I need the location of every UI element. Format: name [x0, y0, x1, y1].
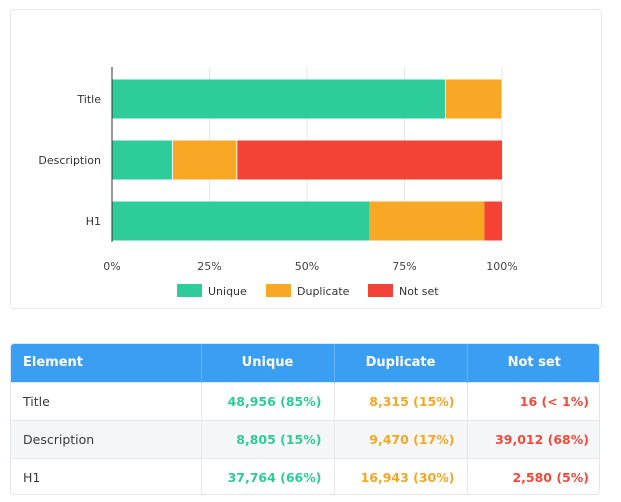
cell-not-set: 2,580 (5%) [512, 469, 589, 485]
header-not-set: Not set [507, 355, 561, 371]
cell-duplicate: 8,315 (15%) [334, 382, 468, 420]
cell-element: H1 [11, 458, 202, 494]
table-row: Description 8,805 (15%) 9,470 (17%) 39,0… [11, 420, 599, 458]
x-tick-label: 50% [295, 260, 319, 273]
x-tick-label: 0% [103, 260, 120, 273]
legend-label-not-set: Not set [399, 285, 439, 298]
bar-duplicate [445, 79, 502, 119]
cell-not-set: 39,012 (68%) [495, 431, 589, 447]
table-row: H1 37,764 (66%) 16,943 (30%) 2,580 (5%) [11, 458, 599, 494]
stacked-bar-chart: 0% 25% 50% 75% 100% Title Description H1 Unique D… [38, 67, 518, 298]
y-category-label: Title [76, 93, 101, 106]
bar-duplicate [172, 140, 237, 180]
bar-not-set [484, 201, 502, 241]
x-tick-label: 25% [197, 260, 221, 273]
legend-swatch-duplicate [266, 284, 291, 297]
cell-unique: 8,805 (15%) [201, 420, 335, 458]
y-category-label: H1 [86, 215, 101, 228]
cell-duplicate: 16,943 (30%) [334, 458, 468, 494]
legend-label-duplicate: Duplicate [297, 285, 350, 298]
table-row: Title 48,956 (85%) 8,315 (15%) 16 (< 1%) [11, 382, 599, 420]
cell-element: Description [11, 420, 202, 458]
data-table: Element Unique Duplicate Not set Title 4… [10, 343, 600, 495]
cell-element: Title [11, 382, 202, 420]
legend-label-unique: Unique [208, 285, 247, 298]
stats-table: Element Unique Duplicate Not set Title 4… [11, 344, 599, 494]
bar-duplicate [369, 201, 485, 241]
y-category-label: Description [38, 154, 101, 167]
bar-not-set [236, 140, 503, 180]
cell-not-set: 16 (< 1%) [519, 393, 589, 409]
cell-unique: 37,764 (66%) [201, 458, 335, 494]
legend-swatch-not-set [368, 284, 393, 297]
header-duplicate: Duplicate [334, 344, 468, 382]
header-unique: Unique [201, 344, 335, 382]
bar-unique [112, 140, 173, 180]
legend-swatch-unique [177, 284, 202, 297]
chart-card: 0% 25% 50% 75% 100% Title Description H1 Unique D… [10, 9, 602, 309]
x-tick-label: 100% [486, 260, 517, 273]
bar-unique [112, 201, 370, 241]
cell-duplicate: 9,470 (17%) [334, 420, 468, 458]
x-tick-label: 75% [392, 260, 416, 273]
header-element: Element [11, 344, 202, 382]
bar-unique [112, 79, 446, 119]
cell-unique: 48,956 (85%) [201, 382, 335, 420]
table-header-row: Element Unique Duplicate Not set [11, 344, 599, 382]
